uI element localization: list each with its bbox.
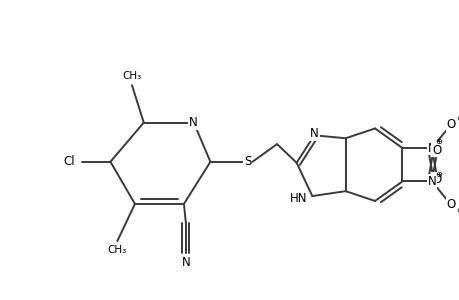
- Text: ⊖: ⊖: [455, 206, 459, 215]
- Text: HN: HN: [289, 191, 307, 205]
- Text: N: N: [309, 127, 318, 140]
- Text: O: O: [431, 173, 441, 186]
- Text: O: O: [431, 143, 441, 157]
- Text: ⊕: ⊕: [434, 170, 441, 179]
- Text: S: S: [243, 155, 251, 168]
- Text: CH₃: CH₃: [107, 245, 127, 255]
- Text: CH₃: CH₃: [122, 71, 141, 81]
- Text: N: N: [426, 175, 435, 188]
- Text: N: N: [426, 142, 435, 154]
- Text: O: O: [446, 118, 455, 131]
- Text: ⊖: ⊖: [455, 114, 459, 123]
- Text: O: O: [446, 198, 455, 212]
- Text: Cl: Cl: [63, 155, 75, 168]
- Text: ⊕: ⊕: [434, 137, 441, 146]
- Text: N: N: [181, 256, 190, 269]
- Text: N: N: [189, 116, 198, 129]
